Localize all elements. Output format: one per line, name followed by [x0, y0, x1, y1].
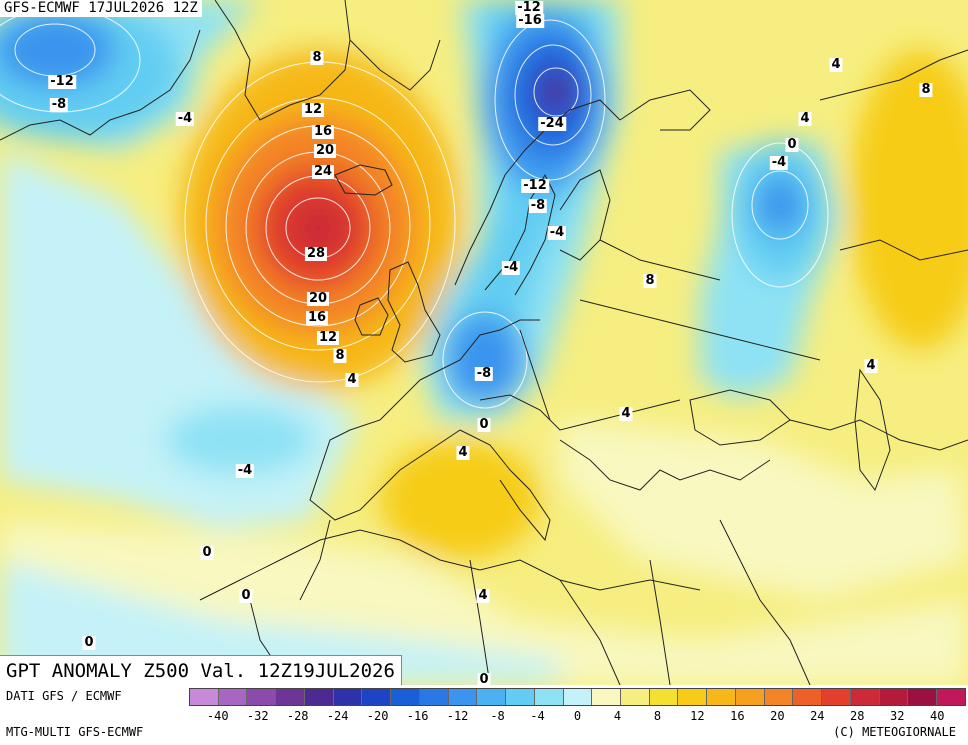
contour-label: 0: [200, 545, 214, 560]
color-swatch: [304, 689, 334, 705]
contour-label: 16: [305, 310, 329, 325]
contour-label: 0: [477, 672, 491, 685]
contour-label: 24: [311, 164, 335, 179]
color-swatch: [477, 689, 507, 705]
scale-tick-label: -4: [530, 709, 545, 723]
contour-label: -4: [175, 111, 195, 126]
color-swatch: [793, 689, 823, 705]
contour-label: 8: [333, 348, 347, 363]
scale-tick-label: 8: [653, 709, 662, 723]
scale-tick-label: 40: [929, 709, 945, 723]
scale-tick-label: -12: [446, 709, 469, 723]
contour-label: 0: [239, 588, 253, 603]
contour-label: -4: [501, 260, 521, 275]
contour-label: 4: [864, 358, 878, 373]
anomaly-map[interactable]: -12 -8 -4 8 12 16 20 24 28 20 16 12 8 4 …: [0, 0, 968, 685]
color-swatch: [448, 689, 478, 705]
contour-label: 20: [306, 291, 330, 306]
color-swatch: [707, 689, 736, 705]
contour-label: 0: [785, 137, 799, 152]
color-scale-bar: [189, 688, 966, 706]
anomaly-field: [0, 0, 968, 685]
scale-tick-label: -40: [206, 709, 229, 723]
color-swatch: [333, 689, 363, 705]
scale-tick-label: 4: [613, 709, 622, 723]
color-swatch: [621, 689, 650, 705]
color-swatch: [735, 689, 765, 705]
color-swatch: [391, 689, 420, 705]
contour-label: 8: [643, 273, 657, 288]
color-swatch: [563, 689, 593, 705]
contour-label: -4: [235, 463, 255, 478]
color-swatch: [678, 689, 708, 705]
color-swatch: [218, 689, 248, 705]
contour-label: 12: [316, 330, 340, 345]
contour-label: -8: [528, 198, 548, 213]
color-swatch: [764, 689, 794, 705]
contour-label: 0: [82, 635, 96, 650]
contour-label: 4: [829, 57, 843, 72]
contour-label: 20: [313, 143, 337, 158]
contour-label: -12: [48, 74, 76, 89]
color-swatch: [592, 689, 622, 705]
contour-label: 4: [619, 406, 633, 421]
scale-tick-label: -28: [286, 709, 309, 723]
contour-label: -12: [521, 178, 549, 193]
scale-tick-label: 32: [890, 709, 905, 723]
scale-tick-label: -20: [366, 709, 389, 723]
contour-label: -8: [49, 97, 69, 112]
scale-tick-label: -32: [246, 709, 269, 723]
contour-label: -24: [538, 116, 566, 131]
scale-tick-label: 20: [770, 709, 785, 723]
contour-label: -4: [547, 225, 567, 240]
color-swatch: [419, 689, 449, 705]
color-swatch: [362, 689, 392, 705]
contour-label: 4: [476, 588, 490, 603]
scale-tick-label: 24: [810, 709, 825, 723]
legend: DATI GFS / ECMWF MTG-MULTI GFS-ECMWF (C)…: [0, 685, 968, 745]
contour-label: 4: [798, 111, 812, 126]
contour-label: 4: [456, 445, 470, 460]
color-swatch: [937, 689, 965, 705]
product-label: MTG-MULTI GFS-ECMWF: [6, 725, 144, 739]
map-canvas: [0, 0, 968, 685]
scale-tick-label: -8: [490, 709, 505, 723]
color-swatch: [506, 689, 535, 705]
contour-label: 8: [919, 82, 933, 97]
scale-tick-label: -24: [326, 709, 349, 723]
color-swatch: [879, 689, 909, 705]
scale-tick-label: 16: [730, 709, 745, 723]
color-swatch: [247, 689, 277, 705]
contour-label: -16: [516, 13, 544, 28]
contour-label: 4: [345, 372, 359, 387]
map-title: GPT ANOMALY Z500 Val. 12Z19JUL2026: [0, 655, 402, 685]
color-swatch: [822, 689, 851, 705]
scale-tick-label: 0: [573, 709, 582, 723]
scale-tick-label: 12: [690, 709, 705, 723]
model-run-header: GFS-ECMWF 17JUL2026 12Z: [0, 0, 202, 17]
contour-label: -4: [769, 155, 789, 170]
color-swatch: [534, 689, 564, 705]
contour-label: 28: [304, 246, 328, 261]
scale-tick-label: -16: [406, 709, 429, 723]
copyright-label: (C) METEOGIORNALE: [833, 725, 956, 739]
color-swatch: [908, 689, 938, 705]
contour-label: -12: [515, 0, 543, 15]
contour-label: 0: [477, 417, 491, 432]
data-source-label: DATI GFS / ECMWF: [6, 689, 122, 703]
contour-label: 16: [311, 124, 335, 139]
scale-tick-label: 28: [850, 709, 865, 723]
contour-label: -8: [474, 366, 494, 381]
color-swatch: [276, 689, 305, 705]
color-swatch: [649, 689, 679, 705]
contour-label: 12: [301, 102, 325, 117]
color-swatch: [190, 689, 219, 705]
color-swatch: [850, 689, 880, 705]
contour-label: 8: [310, 50, 324, 65]
